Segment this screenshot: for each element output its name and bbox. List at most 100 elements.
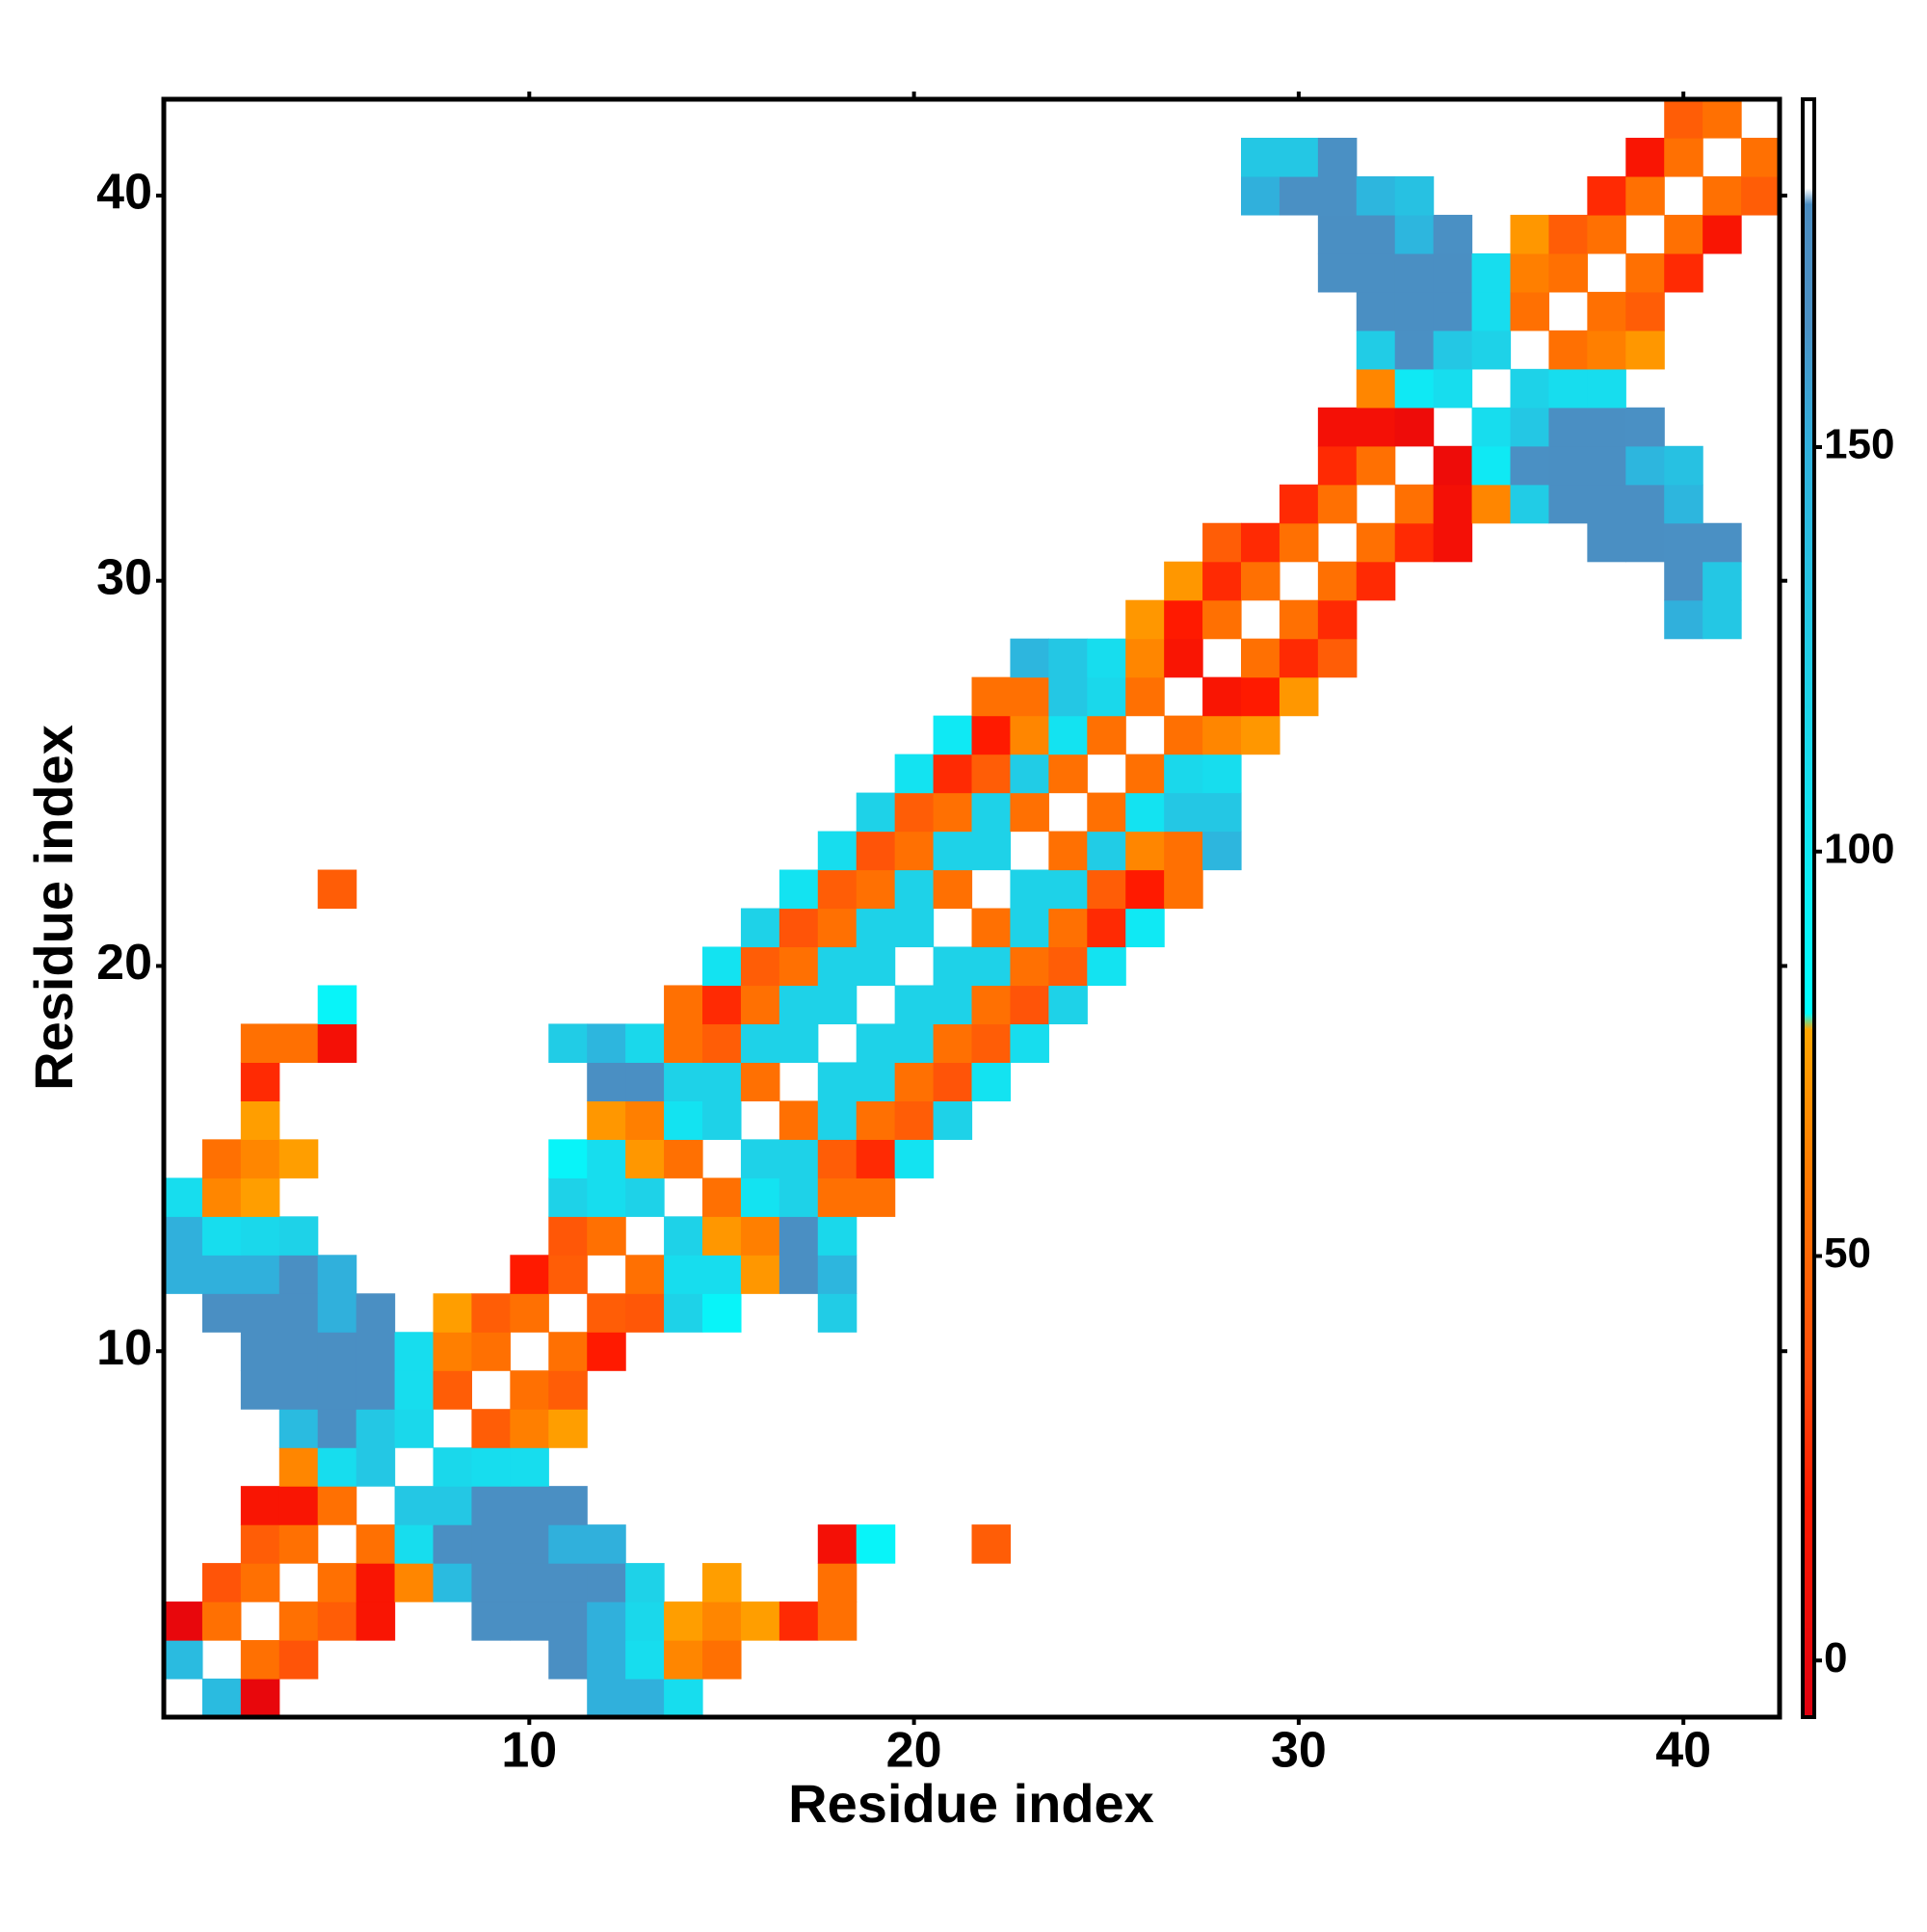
heatmap-cell [317, 1601, 357, 1641]
heatmap-cell [1394, 175, 1435, 216]
heatmap-cell [1394, 252, 1435, 293]
heatmap-cell [702, 1293, 742, 1333]
colorbar-tick-label: 100 [1824, 825, 1894, 872]
heatmap-cell [1625, 407, 1665, 447]
heatmap-cell [933, 1062, 973, 1101]
y-tick-label: 20 [96, 935, 152, 991]
heatmap-cell [317, 1370, 357, 1410]
heatmap-cell [587, 1100, 626, 1140]
heatmap-cell [240, 1023, 280, 1064]
heatmap-cell [1433, 368, 1473, 409]
heatmap-cell [856, 869, 896, 910]
heatmap-cell [164, 1216, 203, 1256]
heatmap-cell [702, 985, 742, 1025]
heatmap-cell [1433, 484, 1473, 524]
heatmap-cell [1741, 175, 1781, 216]
heatmap-cell [356, 1293, 396, 1333]
x-tick-label: 40 [1655, 1723, 1711, 1779]
heatmap-cell [625, 1023, 665, 1064]
heatmap-cell [933, 792, 973, 833]
heatmap-cell [587, 1178, 626, 1217]
heatmap-cell [433, 1486, 473, 1525]
heatmap-cell [240, 1293, 280, 1333]
heatmap-cell [1164, 561, 1203, 601]
heatmap-cell [625, 1178, 665, 1217]
heatmap-cell [510, 1370, 549, 1410]
heatmap-cell [1164, 715, 1203, 755]
heatmap-cell [1087, 908, 1126, 948]
heatmap-cell [471, 1563, 511, 1602]
heatmap-cell [817, 1293, 858, 1333]
heatmap-cell [1625, 137, 1665, 177]
heatmap-cell [1356, 445, 1396, 486]
heatmap-cell [740, 1601, 780, 1641]
heatmap-cell [1010, 946, 1049, 987]
heatmap-cell [702, 1062, 742, 1101]
heatmap-cell [356, 1601, 396, 1641]
heatmap-cell [817, 1178, 858, 1217]
heatmap-cell [1279, 599, 1319, 640]
heatmap-cell [278, 1332, 319, 1371]
heatmap-cell [971, 1023, 1012, 1064]
heatmap-cell [1587, 445, 1626, 486]
heatmap-cell [740, 1139, 780, 1178]
heatmap-cell [510, 1409, 549, 1448]
heatmap-cell [278, 1640, 319, 1680]
colorbar [1801, 97, 1816, 1719]
heatmap-cell [1356, 561, 1396, 601]
heatmap-cell [548, 1139, 588, 1178]
heatmap-cell [894, 1023, 935, 1064]
heatmap-cell [510, 1293, 549, 1333]
heatmap-cell [1471, 330, 1512, 370]
heatmap-cell [1394, 407, 1435, 447]
heatmap-cell [933, 715, 973, 755]
heatmap-cell [587, 1293, 626, 1333]
y-tick-label: 40 [96, 165, 152, 221]
heatmap-cell [587, 1679, 626, 1718]
heatmap-cell [1202, 676, 1242, 717]
heatmap-cell [1356, 175, 1396, 216]
heatmap-cell [240, 1679, 280, 1718]
heatmap-cell [817, 869, 858, 910]
heatmap-cell [1548, 407, 1588, 447]
heatmap-cell [1664, 99, 1703, 139]
heatmap-cell [1010, 908, 1049, 948]
heatmap-cell [817, 985, 858, 1025]
heatmap-cell [1548, 445, 1588, 486]
heatmap-cell [779, 1100, 819, 1140]
heatmap-cell [664, 1216, 703, 1256]
heatmap-cell [1433, 252, 1473, 293]
heatmap-cell [817, 1216, 858, 1256]
heatmap-cell [779, 1023, 819, 1064]
heatmap-cell [548, 1332, 588, 1371]
heatmap-cell [817, 908, 858, 948]
heatmap-cell [1048, 754, 1088, 794]
heatmap-cell [587, 1023, 626, 1064]
heatmap-cell [356, 1409, 396, 1448]
heatmap-cell [356, 1447, 396, 1487]
heatmap-cell [740, 1023, 780, 1064]
x-tick-label: 30 [1271, 1723, 1327, 1779]
heatmap-cell [240, 1524, 280, 1564]
heatmap-cell [779, 1178, 819, 1217]
heatmap-cell [356, 1563, 396, 1602]
heatmap-cell [394, 1409, 435, 1448]
heatmap-cell [317, 1293, 357, 1333]
heatmap-cell [894, 869, 935, 910]
heatmap-cell [1548, 484, 1588, 524]
x-tick-label: 10 [501, 1723, 557, 1779]
heatmap-cell [702, 1640, 742, 1680]
heatmap-cell [856, 1524, 896, 1564]
heatmap-cell [1087, 638, 1126, 678]
heatmap-cell [1279, 522, 1319, 563]
heatmap-cell [856, 1139, 896, 1178]
heatmap-cell [240, 1640, 280, 1680]
heatmap-cell [587, 1216, 626, 1256]
heatmap-cell [471, 1409, 511, 1448]
heatmap-cell [240, 1486, 280, 1525]
heatmap-cell [548, 1178, 588, 1217]
heatmap-cell [1241, 175, 1280, 216]
heatmap-cell [1433, 522, 1473, 563]
heatmap-cell [278, 1293, 319, 1333]
